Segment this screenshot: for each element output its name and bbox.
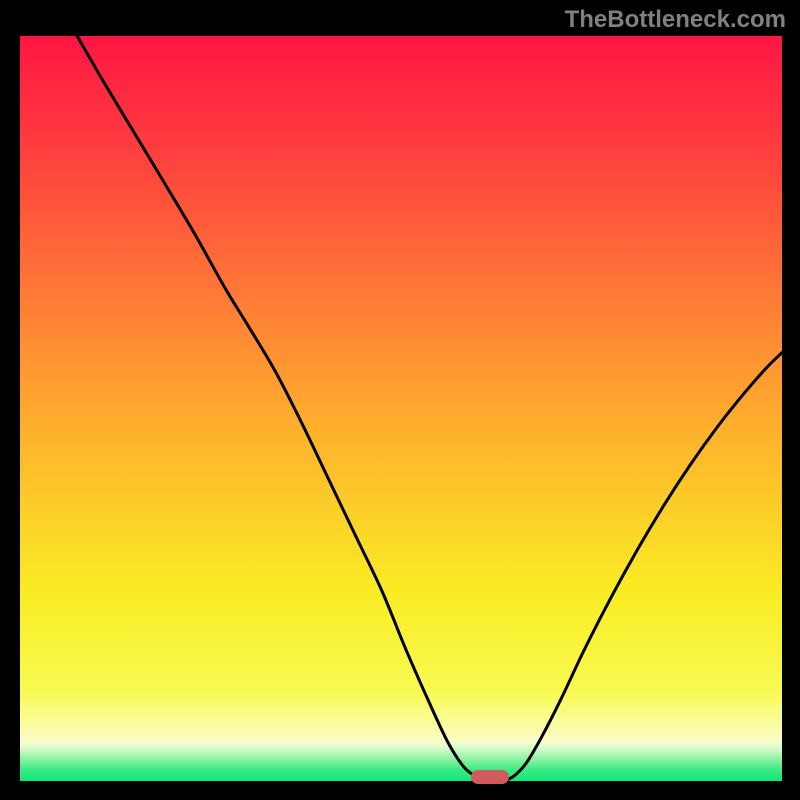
curve-svg [20, 36, 782, 781]
bottleneck-curve [77, 36, 782, 781]
plot-area [20, 36, 782, 781]
chart-stage: TheBottleneck.com [0, 0, 800, 800]
valley-marker [471, 770, 509, 784]
attribution-text: TheBottleneck.com [565, 6, 786, 34]
